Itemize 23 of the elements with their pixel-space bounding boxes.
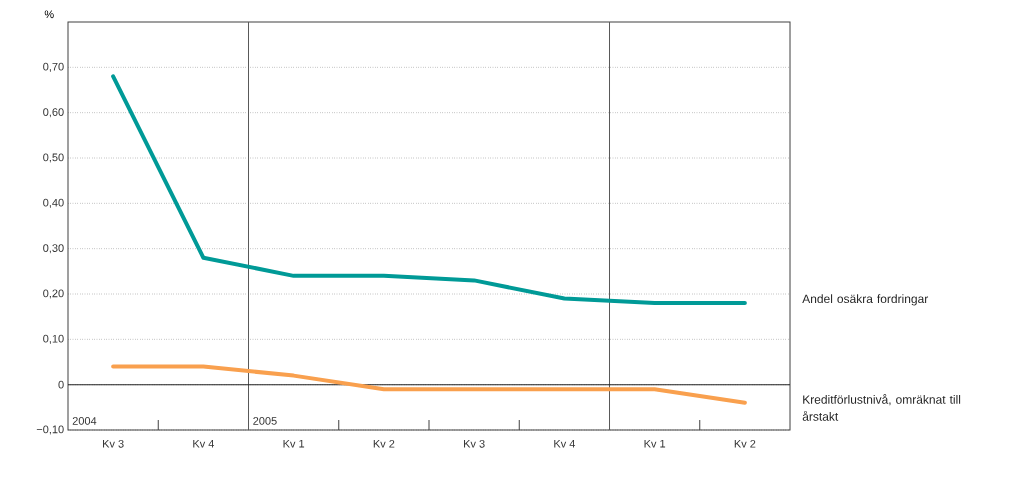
x-tick-label: Kv 1 <box>644 439 666 448</box>
text: Andel osäkra fordringar <box>802 294 929 306</box>
annotation: 2004 <box>72 417 97 425</box>
y-tick-label: 0,40 <box>43 198 64 208</box>
y-tick-label: 0,70 <box>43 62 64 72</box>
text: Kreditförlustnivå, omräknat till årstakt <box>802 394 961 421</box>
x-tick-label: Kv 4 <box>193 439 215 448</box>
y-tick-label: 0,10 <box>43 334 64 344</box>
x-tick-label: Kv 1 <box>283 439 305 448</box>
x-tick-label: Kv 3 <box>103 439 124 448</box>
y-tick-label: 0,20 <box>43 289 64 299</box>
x-tick-label: Kv 2 <box>734 439 756 448</box>
x-tick-label: Kv 2 <box>373 439 395 448</box>
x-tick-label: Kv 3 <box>464 439 485 448</box>
y-tick-label: 0 <box>58 380 64 389</box>
annotation: 2005 <box>253 417 277 425</box>
y-tick-label: −0,10 <box>36 425 64 435</box>
y-tick-label: 0,60 <box>43 108 64 118</box>
y-axis-title: % <box>44 10 54 19</box>
y-tick-label: 0,50 <box>43 153 64 163</box>
y-tick-label: 0,30 <box>43 244 64 254</box>
x-tick-label: Kv 4 <box>554 439 576 448</box>
line-series <box>111 74 747 306</box>
